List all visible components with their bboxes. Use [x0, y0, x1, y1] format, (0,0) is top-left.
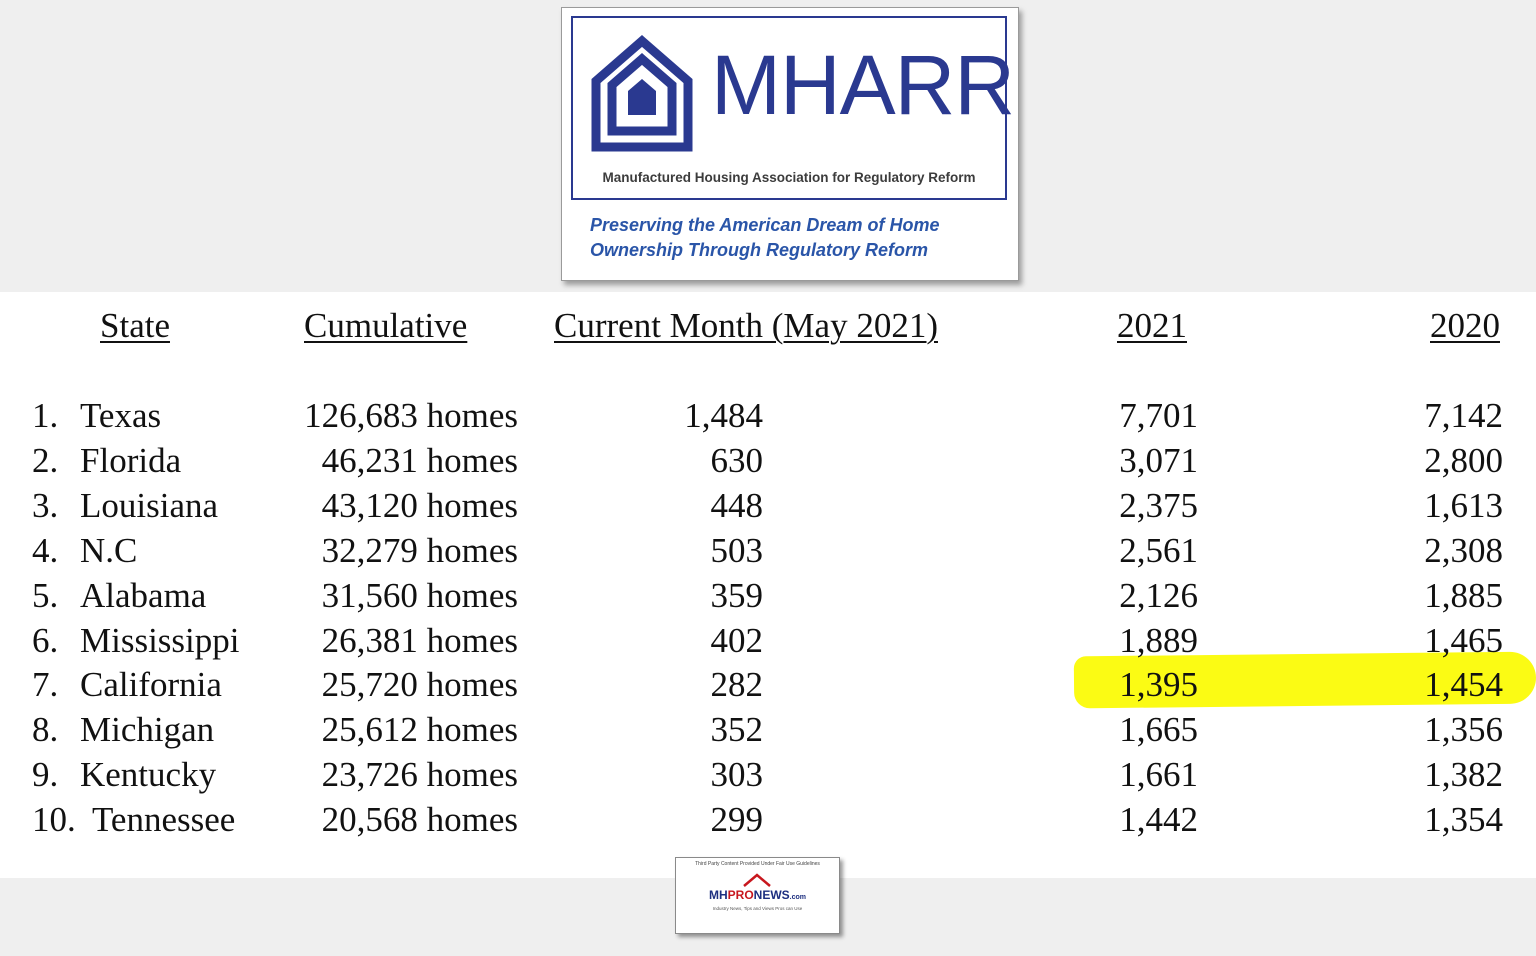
header-2020: 2020 — [1430, 306, 1500, 345]
table-background — [0, 292, 1536, 878]
row-state: Michigan — [80, 710, 215, 749]
row-state: Florida — [80, 441, 182, 480]
row-rank: 2. — [32, 441, 59, 480]
row-current-month: 282 — [710, 665, 764, 704]
logo-subtitle: Manufactured Housing Association for Reg… — [602, 170, 976, 185]
row-state: Kentucky — [80, 755, 217, 794]
row-2021: 2,561 — [1119, 531, 1198, 570]
row-state: California — [80, 665, 222, 704]
row-current-month: 503 — [710, 531, 764, 570]
row-2020: 1,613 — [1424, 486, 1503, 525]
row-current-month: 299 — [710, 800, 764, 839]
mharr-logo-card: MHARR Manufactured Housing Association f… — [561, 7, 1019, 281]
row-current-month: 359 — [710, 576, 764, 615]
row-cumulative: 26,381 homes — [321, 621, 518, 660]
row-2020: 7,142 — [1424, 396, 1503, 435]
row-2021: 2,126 — [1119, 576, 1198, 615]
row-2020: 2,800 — [1424, 441, 1503, 480]
row-2021: 1,395 — [1119, 665, 1198, 704]
row-state: Mississippi — [80, 621, 240, 660]
header-2021: 2021 — [1117, 306, 1187, 345]
row-cumulative: 20,568 homes — [321, 800, 518, 839]
logo-wordmark: MHARR — [711, 38, 1015, 132]
house-icon — [591, 35, 693, 152]
mhpronews-badge: Third Party Content Provided Under Fair … — [675, 857, 840, 934]
row-state: Texas — [80, 396, 162, 435]
row-state: Alabama — [80, 576, 207, 615]
badge-wordmark: MHPRONEWS.com — [708, 888, 807, 902]
row-rank: 10. — [32, 800, 76, 839]
row-rank: 8. — [32, 710, 59, 749]
row-2020: 1,465 — [1424, 621, 1503, 660]
row-2021: 1,442 — [1119, 800, 1198, 839]
badge-house-icon — [743, 873, 771, 887]
row-cumulative: 25,720 homes — [321, 665, 518, 704]
badge-fair-use-text: Third Party Content Provided Under Fair … — [695, 861, 820, 867]
row-2020: 2,308 — [1424, 531, 1503, 570]
tagline-line-1: Preserving the American Dream of Home — [590, 215, 940, 235]
tagline-line-2: Ownership Through Regulatory Reform — [590, 240, 929, 260]
row-cumulative: 23,726 homes — [321, 755, 518, 794]
row-current-month: 630 — [710, 441, 764, 480]
row-cumulative: 126,683 homes — [304, 396, 518, 435]
row-current-month: 402 — [710, 621, 764, 660]
row-rank: 5. — [32, 576, 59, 615]
row-2020: 1,885 — [1424, 576, 1503, 615]
row-rank: 1. — [32, 396, 59, 435]
row-current-month: 303 — [710, 755, 764, 794]
row-2021: 3,071 — [1119, 441, 1198, 480]
row-2021: 2,375 — [1119, 486, 1198, 525]
row-current-month: 352 — [710, 710, 764, 749]
header-cumulative: Cumulative — [304, 306, 468, 345]
row-2021: 1,889 — [1119, 621, 1198, 660]
row-2020: 1,382 — [1424, 755, 1503, 794]
row-cumulative: 31,560 homes — [321, 576, 518, 615]
row-2021: 1,661 — [1119, 755, 1198, 794]
row-current-month: 448 — [710, 486, 764, 525]
row-2021: 7,701 — [1119, 396, 1198, 435]
row-rank: 3. — [32, 486, 59, 525]
row-rank: 4. — [32, 531, 59, 570]
row-2021: 1,665 — [1119, 710, 1198, 749]
row-2020: 1,356 — [1424, 710, 1503, 749]
header-current-month: Current Month (May 2021) — [554, 306, 938, 345]
row-state: Louisiana — [80, 486, 219, 525]
row-2020: 1,454 — [1424, 665, 1503, 704]
row-cumulative: 46,231 homes — [321, 441, 518, 480]
row-state: N.C — [80, 531, 138, 570]
row-cumulative: 32,279 homes — [321, 531, 518, 570]
logo-frame: MHARR Manufactured Housing Association f… — [571, 16, 1015, 200]
logo-tagline: Preserving the American Dream of Home Ow… — [562, 213, 1018, 263]
badge-subtitle: Industry News, Tips and Views Pros can U… — [712, 906, 803, 911]
row-cumulative: 43,120 homes — [321, 486, 518, 525]
header-state: State — [100, 306, 170, 345]
row-cumulative: 25,612 homes — [321, 710, 518, 749]
row-2020: 1,354 — [1424, 800, 1503, 839]
row-rank: 7. — [32, 665, 59, 704]
row-current-month: 1,484 — [684, 396, 763, 435]
row-rank: 6. — [32, 621, 59, 660]
row-rank: 9. — [32, 755, 59, 794]
row-state: Tennessee — [92, 800, 236, 839]
